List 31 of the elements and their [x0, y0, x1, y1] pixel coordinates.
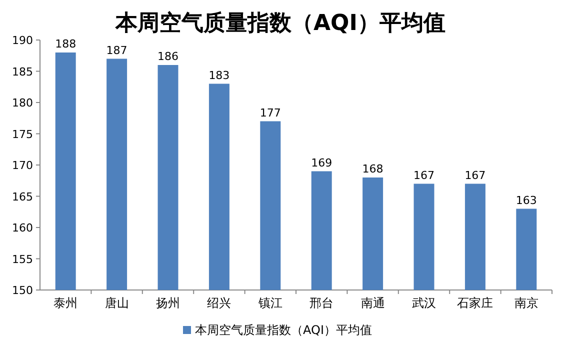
x-tick-label: 邢台: [310, 296, 334, 310]
x-tick-label: 泰州: [54, 296, 78, 310]
data-label: 167: [464, 168, 486, 182]
x-tick-label: 唐山: [104, 296, 129, 310]
y-tick-label: 185: [12, 65, 33, 78]
legend-label: 本周空气质量指数（AQI）平均值: [195, 323, 372, 337]
y-tick-label: 175: [12, 128, 33, 141]
x-tick-label: 绍兴: [207, 296, 232, 310]
data-label: 183: [208, 68, 230, 82]
y-tick-label: 155: [12, 252, 33, 266]
data-label: 167: [414, 168, 434, 182]
x-tick-label: 石家庄: [457, 296, 494, 310]
data-label: 177: [260, 106, 281, 120]
data-label: 163: [516, 194, 537, 207]
x-tick-label: 南京: [514, 296, 538, 310]
x-tick-label: 扬州: [156, 296, 180, 310]
x-tick-label: 镇江: [257, 296, 282, 310]
y-tick-label: 180: [12, 96, 33, 110]
y-tick-label: 170: [12, 159, 33, 172]
data-label: 188: [55, 38, 76, 50]
y-tick-label: 150: [12, 284, 33, 297]
y-tick-label: 190: [12, 34, 33, 47]
chart-title: 本周空气质量指数（AQI）平均值: [114, 10, 446, 36]
data-label: 187: [106, 44, 128, 57]
data-label: 186: [158, 50, 178, 63]
y-tick-label: 165: [12, 190, 33, 204]
x-tick-label: 武汉: [412, 296, 436, 310]
x-tick-label: 南通: [360, 296, 385, 310]
data-label: 168: [362, 162, 384, 176]
data-label: 169: [311, 156, 332, 170]
y-tick-label: 160: [12, 222, 33, 234]
